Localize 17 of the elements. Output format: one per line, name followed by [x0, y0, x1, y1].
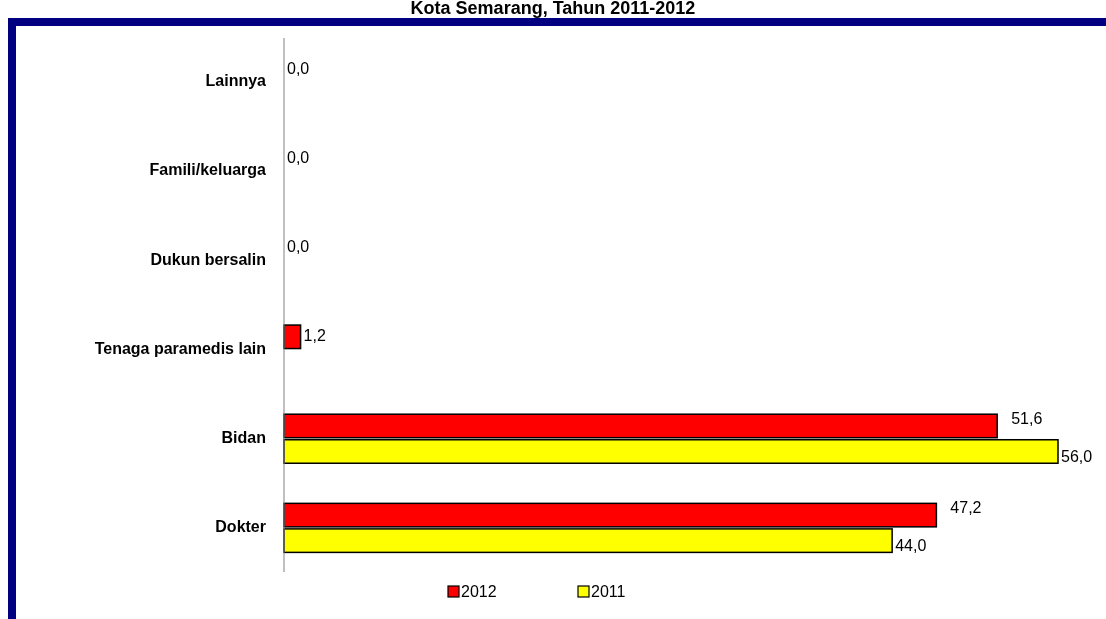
y-tick-label: Dukun bersalin [150, 250, 266, 268]
data-label: 56,0 [1061, 447, 1093, 465]
data-label: 0,0 [287, 148, 310, 166]
chart-title: Kota Semarang, Tahun 2011-2012 [410, 0, 696, 18]
data-label: 0,0 [287, 237, 310, 255]
y-tick-label: Dokter [215, 518, 266, 536]
data-label: 51,6 [1011, 410, 1043, 428]
legend-label: 2012 [461, 583, 497, 600]
data-label: 1,2 [303, 327, 326, 345]
data-label: 44,0 [895, 536, 927, 554]
y-tick-label: Bidan [221, 428, 266, 446]
data-label: 47,2 [950, 499, 982, 517]
legend-label: 2011 [591, 583, 626, 600]
y-tick-label: Famili/keluarga [149, 161, 267, 179]
y-tick-label: Lainnya [205, 72, 267, 90]
y-tick-label: Tenaga paramedis lain [94, 339, 266, 357]
data-label: 0,0 [287, 59, 310, 77]
